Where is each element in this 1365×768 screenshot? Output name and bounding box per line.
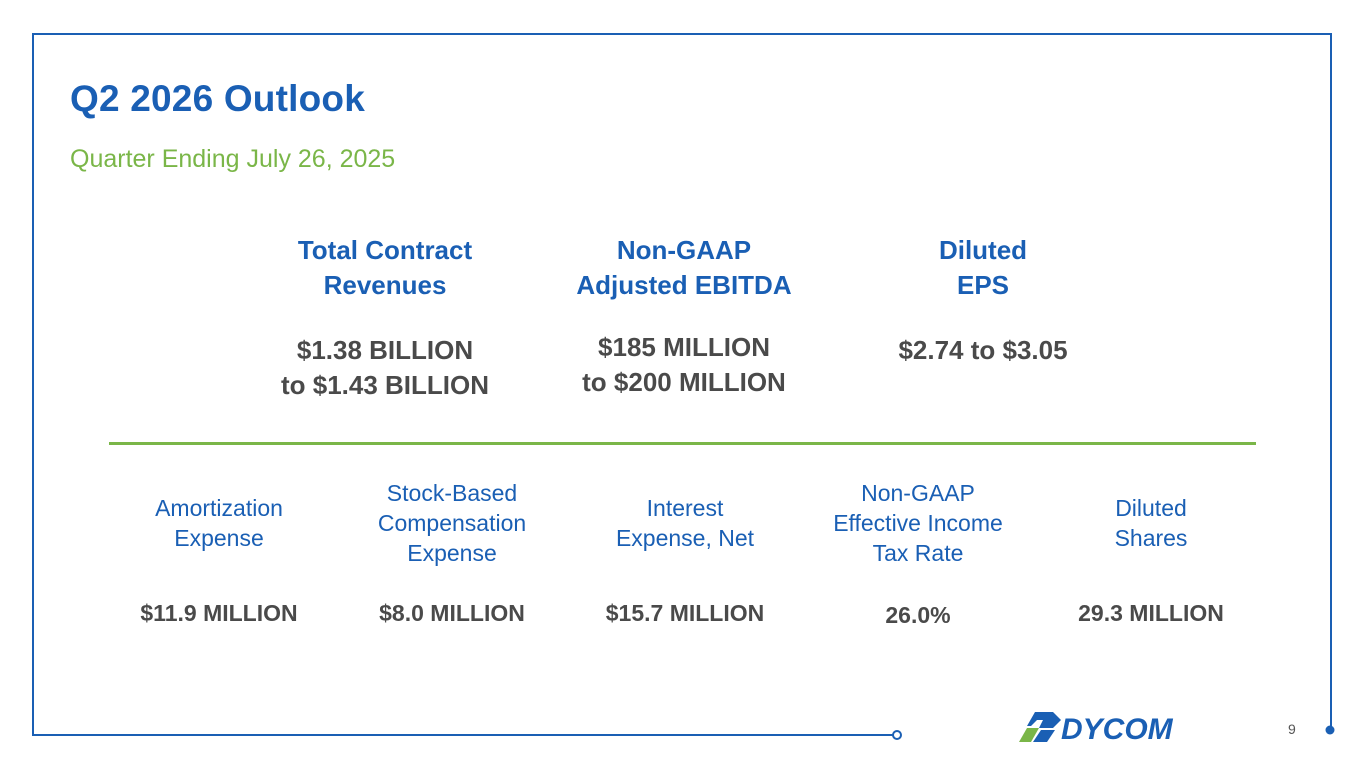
dycom-logo: DYCOM <box>1019 712 1174 746</box>
metric-adjusted-ebitda: Non-GAAP Adjusted EBITDA $185 MILLION to… <box>544 233 824 400</box>
metric-interest-expense: Interest Expense, Net $15.7 MILLION <box>570 478 800 628</box>
metric-value: $2.74 to $3.05 <box>898 335 1068 365</box>
metric-value: $11.9 MILLION <box>140 600 298 626</box>
page-title: Q2 2026 Outlook <box>70 78 365 119</box>
page-number: 9 <box>1288 721 1296 737</box>
metric-stock-based-compensation: Stock-Based Compensation Expense $8.0 MI… <box>337 478 567 628</box>
metric-heading: Diluted EPS <box>938 235 1028 300</box>
metric-total-contract-revenues: Total Contract Revenues $1.38 BILLION to… <box>245 233 525 403</box>
metric-value: $15.7 MILLION <box>605 600 765 626</box>
metric-heading: Stock-Based Compensation Expense <box>377 480 527 566</box>
metric-heading: Total Contract Revenues <box>297 235 473 300</box>
metric-heading: Amortization Expense <box>155 495 283 551</box>
metric-heading: Interest Expense, Net <box>615 495 755 551</box>
metric-diluted-eps: Diluted EPS $2.74 to $3.05 <box>843 233 1123 368</box>
page-subtitle: Quarter Ending July 26, 2025 <box>70 145 396 173</box>
section-divider <box>109 442 1256 445</box>
metric-value: 29.3 MILLION <box>1078 600 1224 626</box>
metric-effective-tax-rate: Non-GAAP Effective Income Tax Rate 26.0% <box>803 478 1033 628</box>
metric-heading: Non-GAAP Effective Income Tax Rate <box>833 480 1003 566</box>
metric-amortization-expense: Amortization Expense $11.9 MILLION <box>104 478 334 628</box>
metric-heading: Diluted Shares <box>1114 495 1188 551</box>
metric-diluted-shares: Diluted Shares 29.3 MILLION <box>1036 478 1266 628</box>
metric-value: $8.0 MILLION <box>379 600 525 626</box>
metric-heading: Non-GAAP Adjusted EBITDA <box>576 235 792 300</box>
metric-value: $1.38 BILLION to $1.43 BILLION <box>280 335 490 400</box>
metric-value: $185 MILLION to $200 MILLION <box>582 332 786 397</box>
svg-text:DYCOM: DYCOM <box>1061 713 1174 746</box>
metric-value: 26.0% <box>885 602 951 628</box>
